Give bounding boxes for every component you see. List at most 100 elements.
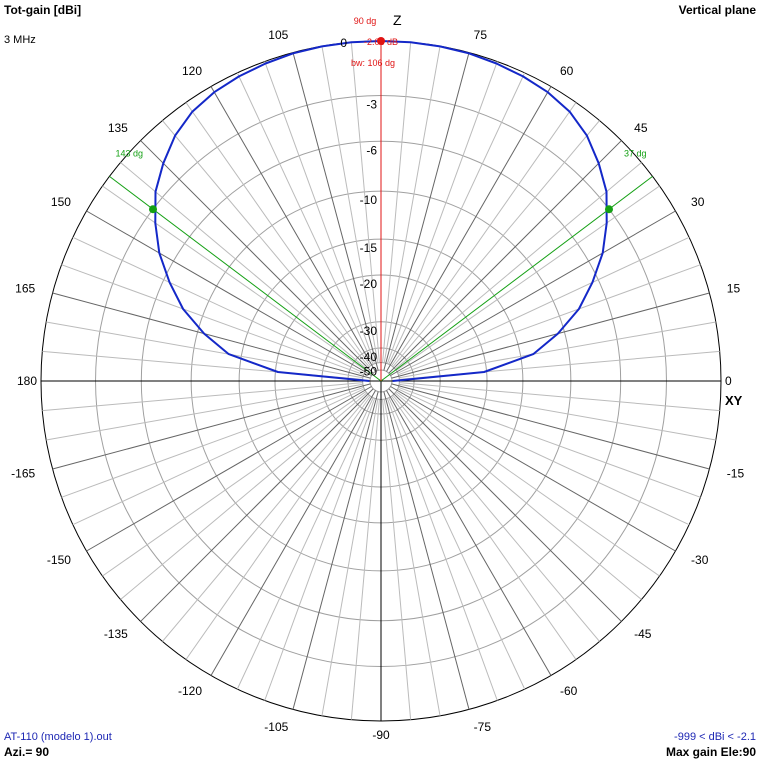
label-layer: 01530456075105120135150165180-165-150-13… [11, 12, 744, 742]
grid-spoke [392, 120, 600, 368]
grid-spoke [350, 399, 380, 720]
grid-spoke [72, 388, 365, 526]
z-axis-label: Z [393, 12, 402, 28]
grid-spoke [395, 391, 660, 577]
radial-tick-label: -10 [360, 193, 378, 207]
grid-spoke [397, 236, 690, 374]
angle-tick-label: 180 [17, 374, 37, 388]
grid-spoke [52, 292, 371, 379]
angle-tick-label: -75 [474, 720, 492, 734]
grid-spoke [120, 162, 368, 370]
grid-spoke [383, 46, 441, 363]
grid-spoke [61, 386, 364, 498]
angle-tick-label: -60 [560, 684, 578, 698]
grid-spoke [46, 321, 363, 379]
grid-spoke [140, 140, 374, 374]
radial-tick-label: -20 [360, 277, 378, 291]
marks-layer [109, 37, 653, 382]
plane-title: Vertical plane [678, 3, 756, 17]
angle-tick-label: 30 [691, 195, 705, 209]
angle-tick-label: 15 [727, 281, 741, 295]
angle-tick-label: -30 [691, 553, 709, 567]
grid-spoke [399, 321, 716, 379]
grid-spoke [399, 383, 716, 441]
grid-spoke [386, 61, 498, 364]
gain-range-label: -999 < dBi < -2.1 [674, 731, 756, 743]
grid-spoke [386, 398, 498, 701]
grid-spoke [46, 383, 363, 441]
angle-tick-label: 105 [268, 28, 288, 42]
grid-spoke [382, 42, 412, 363]
angle-tick-label: 75 [474, 28, 488, 42]
angle-tick-label: 45 [634, 121, 648, 135]
angle-tick-label: -165 [11, 467, 35, 481]
grid-spoke [394, 392, 642, 600]
grid-spoke [264, 61, 376, 364]
radial-tick-label: -6 [366, 143, 377, 157]
grid-spoke [391, 395, 577, 660]
grid-spoke [264, 398, 376, 701]
grid-spoke [398, 386, 701, 498]
grid-spoke [383, 399, 441, 716]
grid-spoke [72, 236, 365, 374]
grid-spoke [399, 382, 720, 412]
angle-tick-label: 0 [725, 374, 732, 388]
grid-spoke [86, 210, 372, 376]
chart-title: Tot-gain [dBi] [4, 3, 82, 17]
angle-tick-label: 120 [182, 64, 202, 78]
grid-spoke [162, 120, 370, 368]
grid-spoke [390, 386, 676, 552]
grid-spoke [392, 394, 600, 642]
grid-spoke [236, 72, 374, 365]
radial-tick-label: -50 [360, 365, 378, 379]
grid-spoke [382, 399, 412, 720]
grid-spoke [42, 382, 363, 412]
grid-spoke [394, 162, 642, 370]
angle-tick-label: -135 [104, 627, 128, 641]
angle-tick-label: -15 [727, 467, 745, 481]
angle-tick-label: -120 [178, 684, 202, 698]
grid-spoke [391, 383, 710, 470]
grid-spoke [162, 394, 370, 642]
angle-tick-label: 135 [108, 121, 128, 135]
frequency-label: 3 MHz [4, 34, 36, 46]
grid-spoke [321, 399, 379, 716]
grid-layer [40, 40, 722, 722]
hp-left-annotation: 143 dg [115, 148, 143, 158]
grid-spoke [102, 185, 367, 371]
grid-spoke [102, 391, 367, 577]
angle-tick-label: -90 [372, 728, 390, 742]
radial-tick-label: 0 [340, 36, 347, 50]
grid-spoke [321, 46, 379, 363]
max-gain-annotation: -2.08 dB [364, 37, 398, 47]
grid-spoke [388, 388, 622, 622]
half-power-marker [149, 205, 158, 214]
grid-spoke [140, 388, 374, 622]
grid-spoke [86, 386, 372, 552]
grid-spoke [397, 388, 690, 526]
grid-spoke [388, 72, 526, 365]
radial-tick-label: -3 [366, 98, 377, 112]
grid-spoke [292, 52, 379, 371]
angle-tick-label: -150 [47, 553, 71, 567]
radial-tick-label: -30 [360, 324, 378, 338]
angle-tick-label: 150 [51, 195, 71, 209]
grid-spoke [391, 292, 710, 379]
grid-spoke [386, 86, 552, 372]
radial-tick-label: -15 [360, 241, 378, 255]
grid-spoke [236, 397, 374, 690]
grid-spoke [210, 390, 376, 676]
file-name-label: AT-110 (modelo 1).out [4, 731, 112, 743]
grid-spoke [185, 102, 371, 367]
grid-spoke [350, 42, 380, 363]
radial-tick-label: -40 [360, 350, 378, 364]
hp-right-annotation: 37 dg [624, 148, 647, 158]
angle-tick-label: 165 [15, 281, 35, 295]
azimuth-label: Azi.= 90 [4, 745, 50, 759]
grid-spoke [386, 390, 552, 676]
grid-spoke [210, 86, 376, 372]
angle-tick-label: -105 [264, 720, 288, 734]
grid-spoke [395, 185, 660, 371]
grid-spoke [388, 140, 622, 374]
